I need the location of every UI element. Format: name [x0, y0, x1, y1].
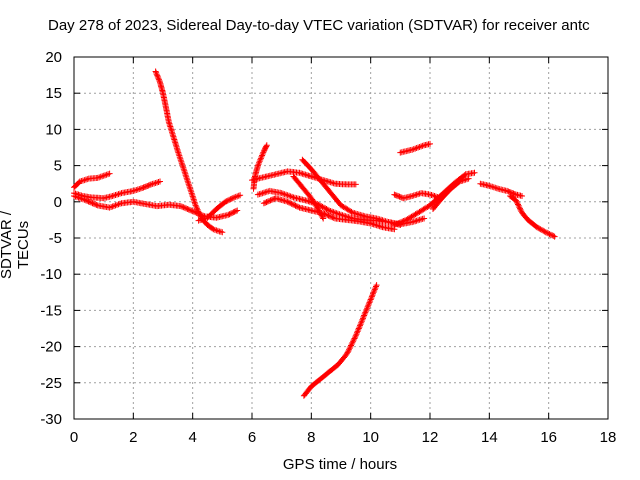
- chart-title: Day 278 of 2023, Sidereal Day-to-day VTE…: [48, 17, 590, 34]
- series-arc-15: [430, 175, 472, 212]
- x-axis-label: GPS time / hours: [282, 456, 398, 473]
- series-arc-13: [397, 140, 433, 156]
- data-markers: [195, 192, 244, 224]
- x-tick-label: 0: [70, 429, 78, 446]
- series-arc-5: [195, 192, 244, 224]
- y-axis-label: SDTVAR / TECUs: [0, 211, 32, 280]
- y-tick-label: 0: [54, 194, 62, 211]
- x-tick-label: 8: [307, 429, 315, 446]
- data-markers: [260, 195, 398, 233]
- y-tick-label: -15: [40, 302, 62, 319]
- x-tick-label: 6: [248, 429, 256, 446]
- series-arc-4: [152, 68, 226, 236]
- data-markers: [507, 193, 558, 240]
- y-tick-label: -25: [40, 375, 62, 392]
- y-tick-label: 20: [45, 49, 62, 66]
- data-markers: [249, 168, 359, 188]
- x-tick-label: 4: [188, 429, 196, 446]
- x-tick-label: 10: [362, 429, 379, 446]
- y-tick-label: -30: [40, 411, 62, 428]
- data-markers: [290, 173, 327, 222]
- data-markers: [430, 175, 472, 212]
- data-markers: [397, 140, 433, 156]
- series-arc-1: [71, 170, 113, 191]
- y-tick-label: -5: [49, 230, 62, 247]
- series-arc-18: [300, 282, 380, 399]
- data-markers: [152, 68, 226, 236]
- series-arc-6: [250, 142, 270, 192]
- data-markers: [250, 142, 270, 192]
- series-arc-12: [391, 190, 442, 202]
- series-arc-9: [299, 156, 428, 228]
- series-arc-10: [260, 195, 398, 233]
- x-tick-label: 18: [600, 429, 617, 446]
- data-markers: [391, 190, 442, 202]
- data-markers: [71, 170, 113, 191]
- x-tick-label: 2: [129, 429, 137, 446]
- series-arc-11: [290, 173, 327, 222]
- series-arc-7: [249, 168, 359, 188]
- data-markers: [299, 156, 428, 228]
- series-arc-17: [507, 193, 558, 240]
- y-tick-label: -10: [40, 266, 62, 283]
- x-tick-label: 12: [422, 429, 439, 446]
- data-markers: [300, 282, 380, 399]
- y-tick-label: -20: [40, 339, 62, 356]
- x-tick-label: 14: [481, 429, 498, 446]
- y-tick-label: 10: [45, 121, 62, 138]
- y-tick-label: 5: [54, 158, 62, 175]
- y-tick-label: 15: [45, 85, 62, 102]
- x-tick-label: 16: [540, 429, 557, 446]
- data-markers: [477, 180, 525, 199]
- series-arc-16: [477, 180, 525, 199]
